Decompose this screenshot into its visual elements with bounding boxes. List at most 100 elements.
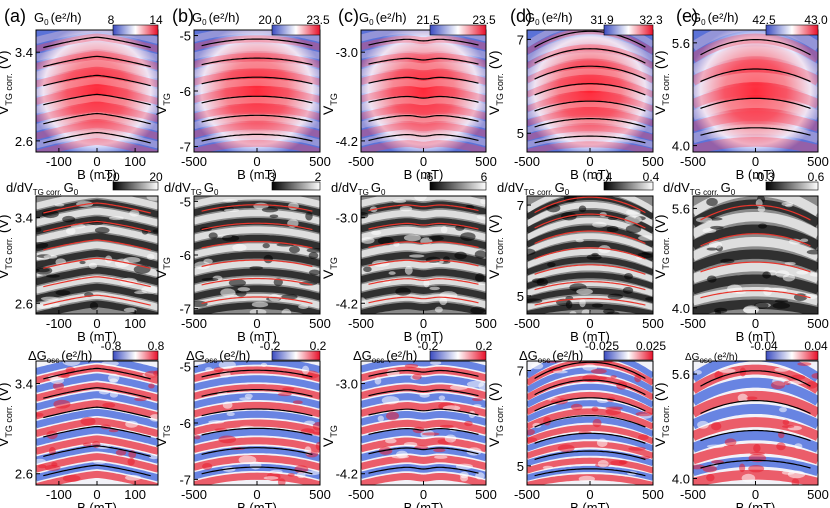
x-axis-label: B (mT) <box>77 167 117 182</box>
cb-title-sub: osc <box>699 356 711 365</box>
texture-stripe <box>527 36 653 62</box>
y-label-sub: TG <box>162 93 172 106</box>
texture-blob <box>757 206 766 213</box>
texture-blob <box>194 300 208 308</box>
guide-curve <box>534 361 646 380</box>
y-tick-label: 2.6 <box>15 296 33 311</box>
cb-title-unit: (e²/h) <box>219 348 250 363</box>
y-axis-label: VTG corr. (V) <box>652 214 671 279</box>
panel-map <box>527 196 653 314</box>
texture-stripe <box>527 225 653 248</box>
texture-blob <box>542 465 554 470</box>
texture-stripe <box>361 114 486 129</box>
x-tick-label: -500 <box>348 487 374 502</box>
guide-curve <box>534 230 646 245</box>
texture-stripe <box>361 218 486 233</box>
cb-title-sub: osc <box>205 356 217 365</box>
texture-stripe <box>527 84 653 105</box>
texture-blob <box>141 286 158 294</box>
colorbar-max-label: 0.8 <box>148 339 165 353</box>
y-tick-label: 5 <box>517 289 524 304</box>
texture-blob <box>596 438 608 447</box>
x-tick-label: 0 <box>93 316 100 331</box>
y-tick-label: -7 <box>179 139 191 154</box>
texture-stripe <box>194 446 320 462</box>
texture-blob <box>546 203 561 213</box>
x-tick-label: 500 <box>309 316 331 331</box>
texture-blob <box>304 470 320 476</box>
texture-blob <box>582 374 600 383</box>
texture-blob <box>607 293 623 300</box>
y-axis-label: VTG <box>320 425 339 447</box>
y-tick-label: -4.2 <box>336 134 358 149</box>
texture-stripe <box>361 243 486 258</box>
texture-blob <box>737 393 748 403</box>
texture-blob <box>36 412 44 417</box>
guide-curve <box>534 450 646 461</box>
texture-blob <box>404 265 413 275</box>
y-label-main: V <box>320 269 336 279</box>
texture-blob <box>790 374 806 380</box>
y-label-sub: TG <box>329 425 339 438</box>
texture-stripe <box>693 224 818 250</box>
texture-stripe <box>527 264 653 283</box>
texture-stripe <box>693 98 818 121</box>
y-label-main: V <box>153 269 169 279</box>
cb-title-sub: osc <box>538 356 550 365</box>
texture-blob <box>706 197 718 207</box>
guide-curve <box>368 222 479 230</box>
y-label-unit: (V) <box>0 50 11 69</box>
texture-blob <box>287 202 299 211</box>
x-tick-label: -500 <box>680 487 706 502</box>
texture-blob <box>54 203 65 207</box>
colorbar-title: ΔGosc (e²/h) <box>353 348 417 365</box>
texture-blob <box>782 425 795 429</box>
texture-blob <box>706 473 715 482</box>
cb-title-main: G <box>192 10 202 25</box>
texture-blob <box>739 463 746 473</box>
texture-blob <box>55 290 71 296</box>
guide-curve <box>201 296 313 304</box>
cb-title-sub: 0 <box>369 18 374 27</box>
x-tick-label: -100 <box>46 487 72 502</box>
texture-stripe <box>36 120 158 140</box>
colorbar <box>271 24 321 36</box>
texture-blob <box>391 454 409 459</box>
texture-blob <box>371 230 382 236</box>
y-label-sub: TG corr. <box>4 237 14 270</box>
guide-curve <box>201 222 313 231</box>
colorbar-min-label: -0.025 <box>585 339 619 353</box>
guide-curve <box>43 276 151 288</box>
texture-blob <box>251 301 269 308</box>
x-tick-label: 0 <box>586 487 593 502</box>
guide-curve <box>201 369 313 378</box>
texture-stripe <box>527 233 653 255</box>
guide-curve <box>43 257 151 269</box>
texture-stripe <box>527 241 653 262</box>
texture-blob <box>625 224 642 234</box>
texture-blob <box>308 252 319 260</box>
guide-curve <box>700 400 811 415</box>
guide-curve <box>368 57 479 65</box>
texture-blob <box>101 361 119 367</box>
texture-blob <box>586 254 602 261</box>
y-axis-label: VTG <box>153 425 172 447</box>
texture-blob <box>625 209 641 215</box>
texture-blob <box>811 373 818 379</box>
texture-stripe <box>194 268 320 284</box>
colorbar-max-label: 0.2 <box>476 339 493 353</box>
texture-blob <box>591 303 604 308</box>
texture-stripe <box>527 424 653 445</box>
y-label-main: V <box>486 269 502 279</box>
texture-blob <box>797 362 812 366</box>
texture-blob <box>93 459 107 465</box>
texture-blob <box>474 250 486 259</box>
texture-blob <box>439 424 454 429</box>
cb-title-main: ΔG <box>685 352 700 363</box>
texture-blob <box>222 234 240 242</box>
cb-title-unit: (e²/h) <box>61 348 92 363</box>
y-label-sub: TG corr. <box>4 73 14 106</box>
